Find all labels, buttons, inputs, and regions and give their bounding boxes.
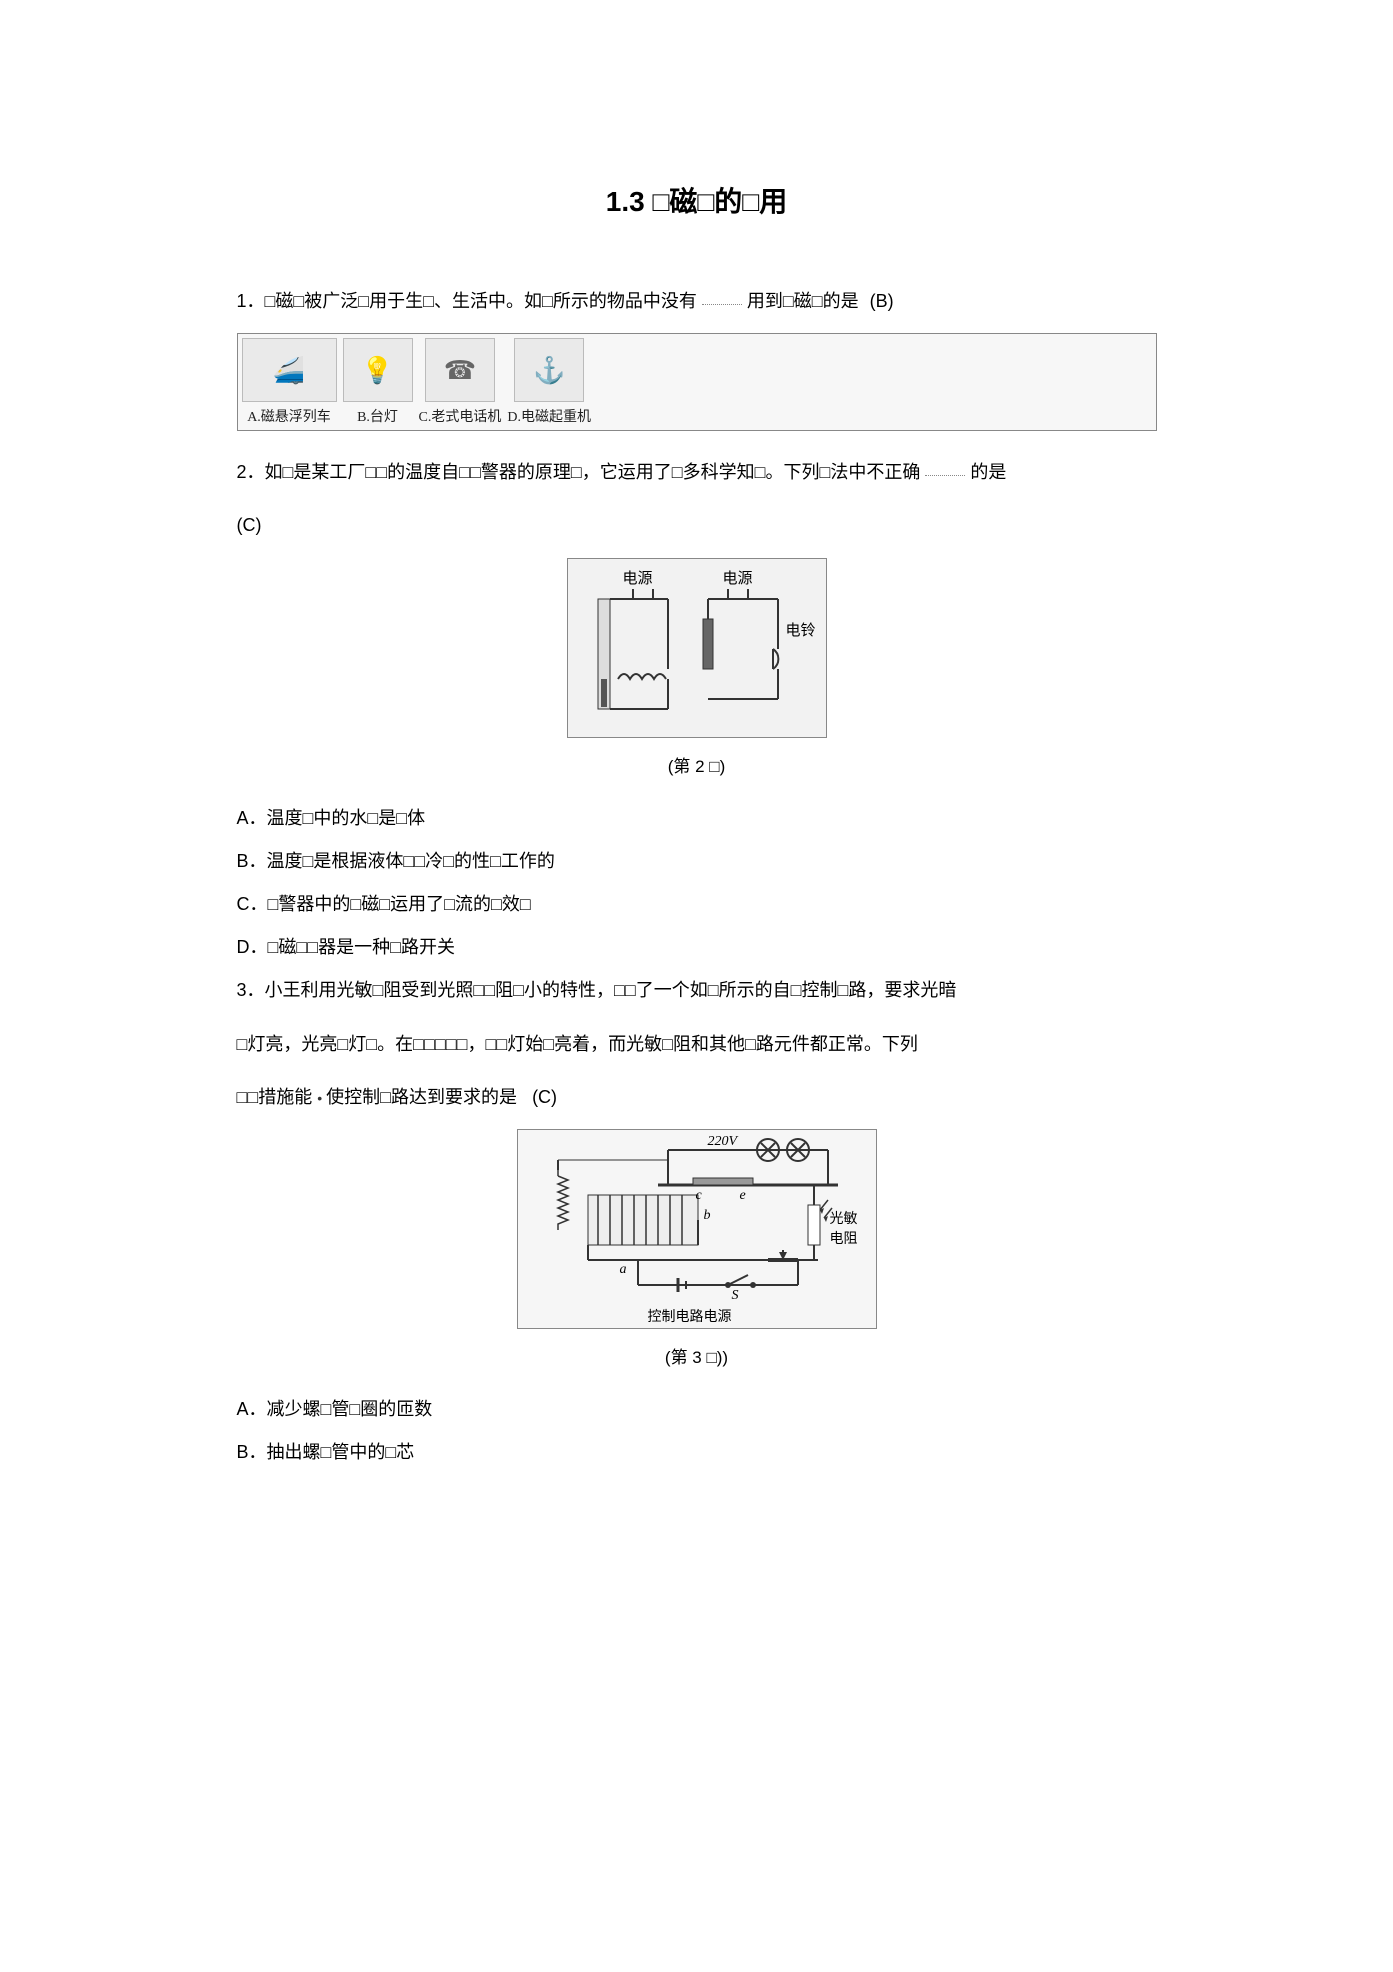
- q2-option-d: D．□磁□□器是一种□路开关: [237, 926, 1157, 969]
- phone-icon: ☎: [425, 338, 495, 402]
- q1-figure-wrap: 🚄 A.磁悬浮列车 💡 B.台灯 ☎ C.老式电话机 ⚓ D.电磁起重机: [237, 333, 1157, 431]
- q2-answer-line: (C): [237, 504, 1157, 547]
- q3-label-ldr: 光敏 电阻: [830, 1208, 858, 1248]
- q3-label-c: c: [696, 1188, 702, 1204]
- q2-text: 2．如□是某工厂□□的温度自□□警器的原理□，它运用了□多科学知□。下列□法中不…: [237, 451, 1157, 494]
- q1-item-b-label: B.台灯: [357, 406, 398, 426]
- q1-text-a: 1．□磁□被广泛□用于生□、生活中。如□所示的物品中没有: [237, 291, 697, 311]
- q1-item-c: ☎ C.老式电话机: [419, 338, 502, 426]
- q3-line3-b: 使控制□路达到要求的是: [326, 1087, 517, 1107]
- q1-item-d-label: D.电磁起重机: [507, 406, 591, 426]
- q3-label-voltage: 220V: [708, 1134, 738, 1150]
- q2-circuit-svg: [568, 559, 828, 739]
- q2-answer: (C): [237, 515, 262, 535]
- q3-figure: 220V c e b a S 光敏 电阻 控制电路电源: [517, 1129, 877, 1329]
- q1-item-b: 💡 B.台灯: [343, 338, 413, 426]
- q2-option-a: A．温度□中的水□是□体: [237, 797, 1157, 840]
- q2-figure-wrap: 电源 电源 电铃 (第 2 □): [237, 558, 1157, 777]
- q3-line3: □□措施能 •使控制□路达到要求的是 (C): [237, 1076, 1157, 1119]
- q2-blank: [925, 458, 965, 476]
- q2-text-a: 2．如□是某工厂□□的温度自□□警器的原理□，它运用了□多科学知□。下列□法中不…: [237, 462, 921, 482]
- q3-label-s2: S: [732, 1288, 739, 1304]
- q2-caption: (第 2 □): [237, 752, 1157, 777]
- q2-option-b: B．温度□是根据液体□□冷□的性□工作的: [237, 840, 1157, 883]
- q3-circuit-svg: [518, 1130, 878, 1330]
- q3-answer: (C): [532, 1087, 557, 1107]
- q2-text-b: 的是: [970, 462, 1006, 482]
- page-title: 1.3 □磁□的□用: [237, 180, 1157, 220]
- q2-label-ps2: 电源: [723, 567, 753, 588]
- q1-item-d: ⚓ D.电磁起重机: [507, 338, 591, 426]
- q3-option-a: A．减少螺□管□圈的匝数: [237, 1388, 1157, 1431]
- q1-text: 1．□磁□被广泛□用于生□、生活中。如□所示的物品中没有 用到□磁□的是 (B): [237, 280, 1157, 323]
- q2-label-ps1: 电源: [623, 567, 653, 588]
- q1-item-a-label: A.磁悬浮列车: [247, 406, 331, 426]
- q3-caption: (第 3 □)): [237, 1343, 1157, 1368]
- q3-label-a: a: [620, 1262, 627, 1278]
- q1-figure: 🚄 A.磁悬浮列车 💡 B.台灯 ☎ C.老式电话机 ⚓ D.电磁起重机: [237, 333, 1157, 431]
- q3-label-src: 控制电路电源: [648, 1306, 732, 1326]
- q1-text-b: 用到□磁□的是: [747, 291, 859, 311]
- q2-label-bell: 电铃: [786, 619, 816, 640]
- q3-label-b: b: [704, 1208, 711, 1224]
- q1-item-a: 🚄 A.磁悬浮列车: [242, 338, 337, 426]
- q3-figure-wrap: 220V c e b a S 光敏 电阻 控制电路电源 (第 3 □)): [237, 1129, 1157, 1368]
- q3-line2: □灯亮，光亮□灯□。在□□□□□，□□灯始□亮着，而光敏□阻和其他□路元件都正常…: [237, 1023, 1157, 1066]
- q2-figure: 电源 电源 电铃: [567, 558, 827, 738]
- q1-blank: [702, 287, 742, 305]
- q3-option-b: B．抽出螺□管中的□芯: [237, 1431, 1157, 1474]
- q3-label-e: e: [740, 1188, 746, 1204]
- q1-answer: (B): [870, 280, 894, 323]
- q3-line3-a: □□措施能: [237, 1087, 313, 1107]
- train-icon: 🚄: [242, 338, 337, 402]
- lamp-icon: 💡: [343, 338, 413, 402]
- q1-item-c-label: C.老式电话机: [419, 406, 502, 426]
- pointer-icon: •: [317, 1082, 322, 1116]
- q2-option-c: C．□警器中的□磁□运用了□流的□效□: [237, 883, 1157, 926]
- q3-line1: 3．小王利用光敏□阻受到光照□□阻□小的特性，□□了一个如□所示的自□控制□路，…: [237, 969, 1157, 1012]
- crane-icon: ⚓: [514, 338, 584, 402]
